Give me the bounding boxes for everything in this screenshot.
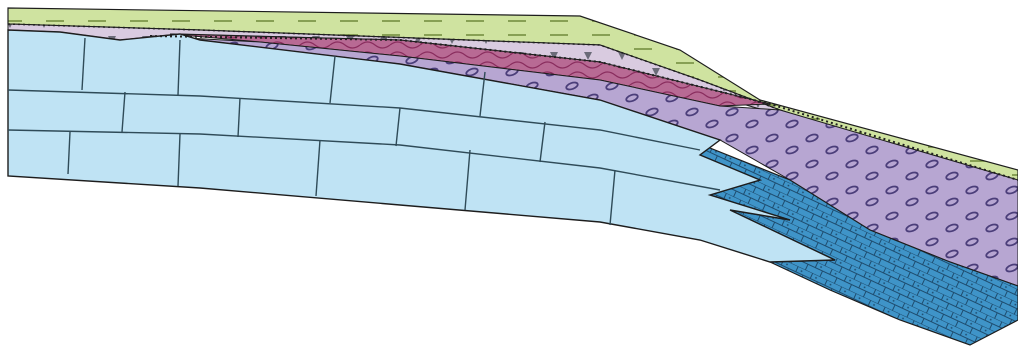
contact-line-lower [7,23,781,111]
block-joints [7,37,721,226]
contact-line-upper [149,35,1018,181]
